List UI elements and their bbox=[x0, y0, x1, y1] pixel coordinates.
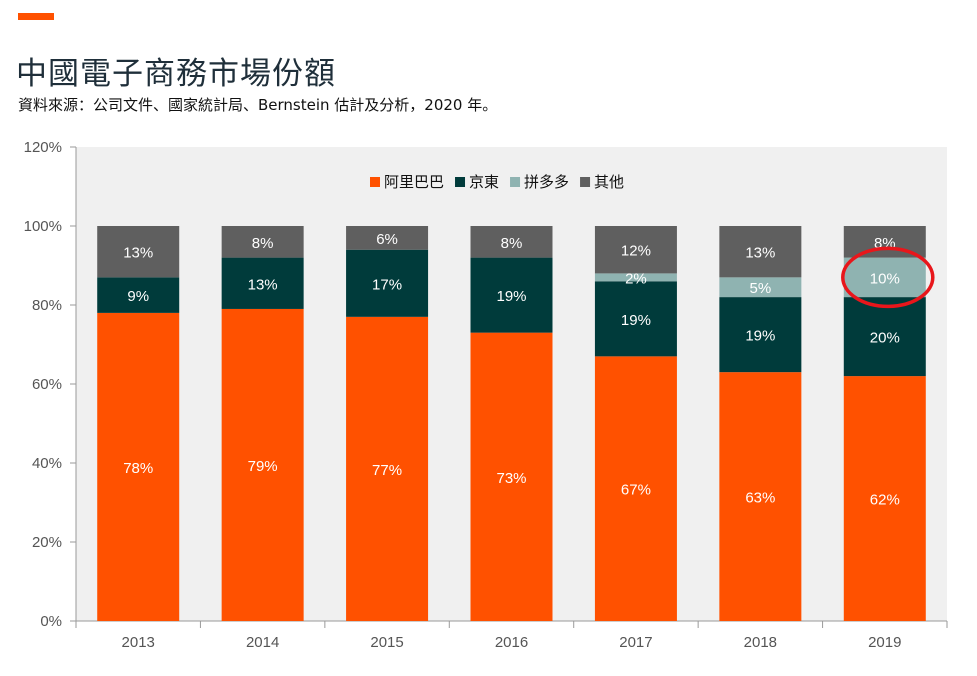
data-label: 2% bbox=[625, 270, 647, 287]
bar-segment bbox=[470, 257, 553, 333]
bar-segment bbox=[346, 226, 429, 250]
bar-segment bbox=[346, 316, 429, 621]
data-label: 8% bbox=[501, 235, 523, 252]
bar-segment bbox=[97, 277, 180, 313]
legend-swatch bbox=[510, 177, 521, 187]
data-label: 8% bbox=[252, 235, 274, 252]
data-label: 77% bbox=[372, 462, 402, 479]
bar-segment bbox=[594, 356, 677, 621]
data-label: 13% bbox=[248, 276, 278, 293]
accent-bar bbox=[18, 13, 54, 20]
x-tick-label: 2017 bbox=[619, 634, 652, 651]
y-tick-label: 120% bbox=[24, 139, 62, 156]
data-label: 20% bbox=[870, 330, 900, 347]
highlight-circle bbox=[841, 246, 935, 309]
bar-segment bbox=[594, 281, 677, 357]
legend-swatch bbox=[580, 177, 591, 187]
data-label: 13% bbox=[123, 245, 153, 262]
x-tick-label: 2019 bbox=[868, 634, 901, 651]
data-label: 19% bbox=[496, 288, 526, 305]
data-label: 78% bbox=[123, 460, 153, 477]
bar-segment bbox=[719, 297, 802, 373]
data-label: 63% bbox=[745, 490, 775, 507]
x-tick-label: 2015 bbox=[370, 634, 403, 651]
data-label: 6% bbox=[376, 231, 398, 248]
bar-segment bbox=[594, 273, 677, 282]
bar-segment bbox=[843, 376, 926, 621]
legend-swatch bbox=[455, 177, 466, 187]
data-label: 62% bbox=[870, 492, 900, 509]
bar-segment bbox=[221, 308, 304, 621]
bar-segment bbox=[346, 249, 429, 317]
y-tick-label: 40% bbox=[32, 455, 62, 472]
page-title: 中國電子商務市場份額 bbox=[16, 56, 336, 92]
x-tick-label: 2018 bbox=[744, 634, 777, 651]
bar-segment bbox=[470, 226, 553, 258]
bar-segment bbox=[470, 332, 553, 621]
y-tick-label: 80% bbox=[32, 297, 62, 314]
bar-segment bbox=[719, 372, 802, 621]
legend-label: 京東 bbox=[469, 173, 499, 191]
y-tick-label: 100% bbox=[24, 218, 62, 235]
data-label: 9% bbox=[127, 288, 149, 305]
data-label: 79% bbox=[248, 458, 278, 475]
legend-label: 阿里巴巴 bbox=[384, 173, 444, 191]
bar-segment bbox=[221, 226, 304, 258]
data-label: 10% bbox=[870, 270, 900, 287]
legend-label: 拼多多 bbox=[524, 173, 569, 191]
bar-segment bbox=[594, 226, 677, 274]
source-note: 資料來源：公司文件、國家統計局、Bernstein 估計及分析，2020 年。 bbox=[18, 96, 498, 114]
y-tick-label: 60% bbox=[32, 376, 62, 393]
bar-segment bbox=[843, 297, 926, 377]
y-tick-label: 0% bbox=[40, 613, 62, 630]
bar-segment bbox=[843, 257, 926, 298]
data-label: 19% bbox=[745, 328, 775, 345]
data-label: 19% bbox=[621, 312, 651, 329]
bar-segment bbox=[719, 277, 802, 298]
bar-segment bbox=[97, 312, 180, 621]
bar-segment bbox=[97, 226, 180, 278]
x-tick-label: 2013 bbox=[122, 634, 155, 651]
legend-label: 其他 bbox=[594, 173, 624, 191]
legend-swatch bbox=[370, 177, 380, 187]
data-label: 67% bbox=[621, 482, 651, 499]
data-label: 12% bbox=[621, 243, 651, 260]
data-label: 73% bbox=[496, 470, 526, 487]
data-label: 17% bbox=[372, 276, 402, 293]
x-tick-label: 2016 bbox=[495, 634, 528, 651]
data-label: 13% bbox=[745, 245, 775, 262]
data-label: 5% bbox=[750, 280, 772, 297]
bar-segment bbox=[719, 226, 802, 278]
x-tick-label: 2014 bbox=[246, 634, 279, 651]
bar-segment bbox=[221, 257, 304, 309]
y-tick-label: 20% bbox=[32, 534, 62, 551]
